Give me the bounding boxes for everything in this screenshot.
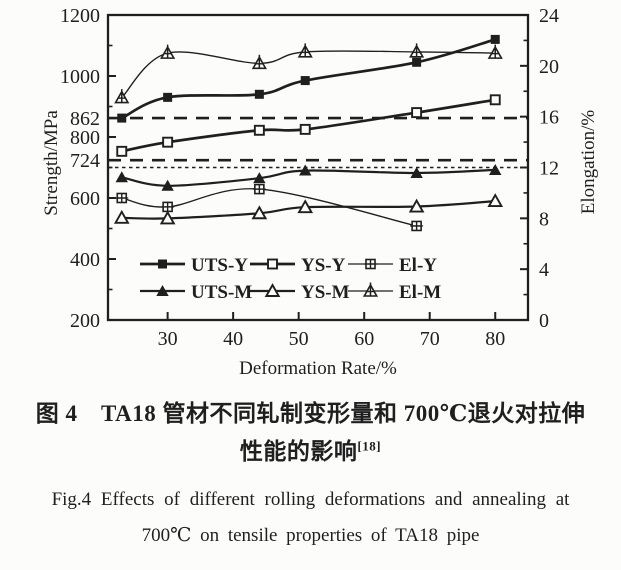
marker-filled-square bbox=[412, 57, 422, 67]
marker-open-square-cross bbox=[115, 192, 129, 204]
marker-filled-triangle bbox=[253, 172, 266, 184]
marker-filled-triangle bbox=[489, 163, 502, 175]
series-YS-Y bbox=[116, 94, 501, 157]
marker-filled-triangle bbox=[115, 171, 128, 183]
marker-filled-square bbox=[117, 113, 127, 123]
legend-item-uts-y: UTS-Y bbox=[140, 255, 248, 276]
left-tick-label: 862 bbox=[70, 108, 100, 130]
marker-open-square bbox=[253, 124, 265, 136]
right-tick-label: 12 bbox=[539, 158, 559, 180]
marker-open-square bbox=[116, 145, 128, 157]
reference-lines bbox=[108, 116, 528, 169]
marker-open-square bbox=[489, 94, 501, 106]
legend-item-el-y: El-Y bbox=[348, 255, 437, 276]
caption-en-line1: Fig.4 Effects of different rolling defor… bbox=[51, 489, 570, 510]
right-tick-label: 0 bbox=[539, 310, 549, 332]
marker-open-square bbox=[162, 136, 174, 148]
marker-open-square bbox=[411, 107, 423, 119]
x-tick-label: 70 bbox=[420, 328, 440, 350]
marker-open-triangle bbox=[113, 209, 130, 224]
marker-open-triangle bbox=[251, 205, 268, 220]
caption-en-line2: 700℃ on tensile properties of TA18 pipe bbox=[141, 525, 480, 546]
right-tick-label: 8 bbox=[539, 208, 549, 230]
marker-open-triangle-cross bbox=[362, 282, 379, 297]
marker-filled-square bbox=[490, 34, 500, 44]
series-UTS-M bbox=[115, 163, 502, 191]
legend-label: YS-Y bbox=[301, 255, 346, 276]
left-tick-label: 600 bbox=[70, 188, 100, 210]
marker-open-square-cross bbox=[252, 183, 266, 195]
marker-open-square-cross bbox=[161, 201, 175, 213]
marker-open-square-cross bbox=[364, 258, 377, 270]
series-UTS-Y bbox=[117, 34, 500, 123]
legend-label: El-M bbox=[399, 282, 441, 303]
legend-label: UTS-Y bbox=[191, 255, 248, 276]
x-tick-label: 30 bbox=[158, 328, 178, 350]
marker-open-triangle-cross bbox=[409, 43, 425, 58]
left-tick-label: 200 bbox=[70, 310, 100, 332]
series-YS-M bbox=[113, 193, 504, 225]
marker-filled-triangle bbox=[410, 166, 423, 178]
right-tick-label: 16 bbox=[539, 107, 559, 129]
legend-item-el-m: El-M bbox=[348, 282, 441, 303]
marker-filled-square bbox=[254, 89, 264, 99]
marker-open-triangle bbox=[297, 199, 314, 214]
marker-open-square-cross bbox=[410, 220, 424, 232]
left-axis-title: Strength/MPa bbox=[41, 110, 62, 216]
marker-open-triangle-cross bbox=[251, 54, 267, 70]
legend-item-ys-m: YS-M bbox=[250, 282, 350, 303]
x-axis-title: Deformation Rate/% bbox=[239, 358, 397, 379]
legend-label: El-Y bbox=[399, 255, 437, 276]
marker-filled-square bbox=[158, 259, 167, 269]
x-tick-label: 50 bbox=[289, 328, 309, 350]
marker-open-square bbox=[299, 123, 311, 135]
legend-label: YS-M bbox=[301, 282, 350, 303]
marker-open-triangle bbox=[487, 193, 504, 208]
caption-zh-line2-text: 性能的影响 bbox=[239, 439, 358, 464]
marker-filled-triangle bbox=[299, 164, 312, 176]
caption-zh-line1: 图 4 TA18 管材不同轧制变形量和 700℃退火对拉伸 bbox=[35, 401, 586, 426]
marker-filled-square bbox=[163, 92, 173, 102]
right-tick-label: 24 bbox=[539, 5, 559, 27]
legend-label: UTS-M bbox=[191, 282, 252, 303]
left-tick-label: 1000 bbox=[60, 66, 100, 88]
left-tick-label: 800 bbox=[70, 127, 100, 149]
series-El-M bbox=[114, 43, 503, 104]
marker-open-triangle-cross bbox=[297, 43, 313, 58]
legend: UTS-Y YS-Y El-Y UTS-M YS-M El-M bbox=[140, 255, 441, 303]
left-tick-label: 724 bbox=[70, 150, 100, 172]
legend-item-ys-y: YS-Y bbox=[250, 255, 346, 276]
series-line-El-Y bbox=[121, 188, 417, 227]
legend-item-uts-m: UTS-M bbox=[140, 282, 252, 303]
x-tick-label: 80 bbox=[485, 328, 505, 350]
right-tick-label: 20 bbox=[539, 56, 559, 78]
marker-open-triangle bbox=[159, 210, 176, 225]
left-tick-label: 400 bbox=[70, 249, 100, 271]
marker-filled-triangle bbox=[156, 285, 169, 296]
x-tick-label: 60 bbox=[354, 328, 374, 350]
caption-zh-line2: 性能的影响[18] bbox=[0, 432, 621, 466]
marker-filled-triangle bbox=[161, 179, 174, 191]
caption-zh-citation: [18] bbox=[357, 438, 382, 454]
right-axis-title: Elongation/% bbox=[578, 110, 599, 215]
marker-open-triangle bbox=[264, 283, 281, 297]
marker-open-triangle-cross bbox=[487, 44, 503, 59]
left-tick-label: 1200 bbox=[60, 5, 100, 27]
x-tick-label: 40 bbox=[223, 328, 243, 350]
right-tick-label: 4 bbox=[539, 259, 549, 281]
marker-open-triangle bbox=[408, 198, 425, 213]
marker-open-triangle-cross bbox=[160, 44, 176, 59]
marker-filled-square bbox=[300, 76, 310, 86]
marker-open-square bbox=[267, 258, 278, 270]
marker-open-triangle-cross bbox=[114, 89, 130, 104]
